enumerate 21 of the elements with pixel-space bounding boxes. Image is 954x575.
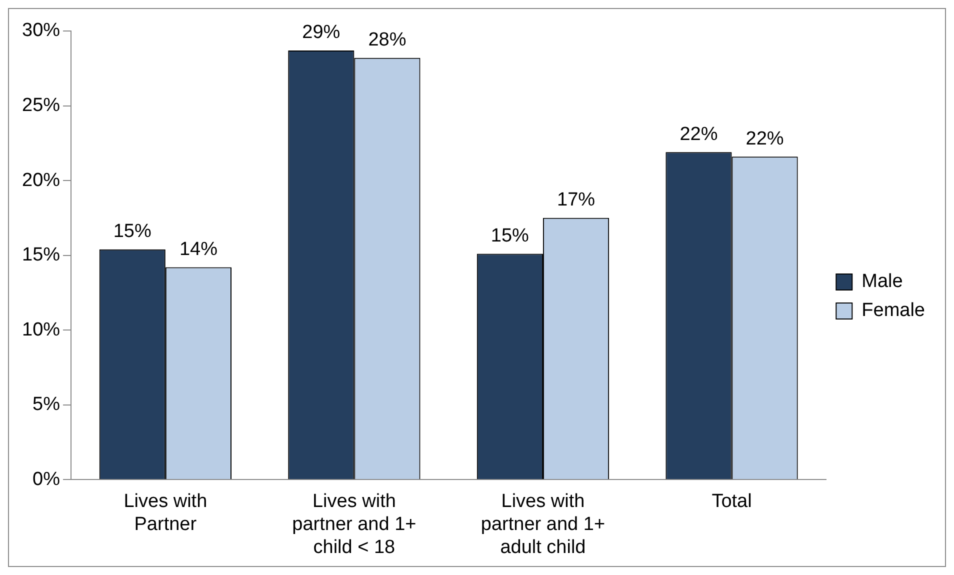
y-tick-label: 30% [22,20,60,42]
x-tick-label: Lives with Partner [124,491,208,536]
data-label: 15% [490,226,530,247]
data-label: 28% [368,30,406,51]
y-tick-label: 10% [22,319,60,340]
data-label: 14% [179,238,218,260]
data-label: 15% [113,221,152,242]
data-label: 17% [556,190,596,211]
legend-label: Female [862,300,926,322]
data-label: 22% [746,128,784,150]
x-tick-label: Total [712,491,752,512]
legend-label: Male [862,271,903,292]
y-tick-label: 20% [22,170,60,191]
y-tick-label: 15% [22,244,60,266]
x-tick-label: Lives with partner and 1+ child < 18 [292,491,416,558]
data-label: 29% [302,22,340,44]
y-tick-label: 25% [22,95,60,116]
y-tick-label: 0% [32,468,60,490]
x-tick-label: Lives with partner and 1+ adult child [480,491,606,558]
y-tick-label: 5% [32,394,60,416]
data-label: 22% [680,124,718,145]
